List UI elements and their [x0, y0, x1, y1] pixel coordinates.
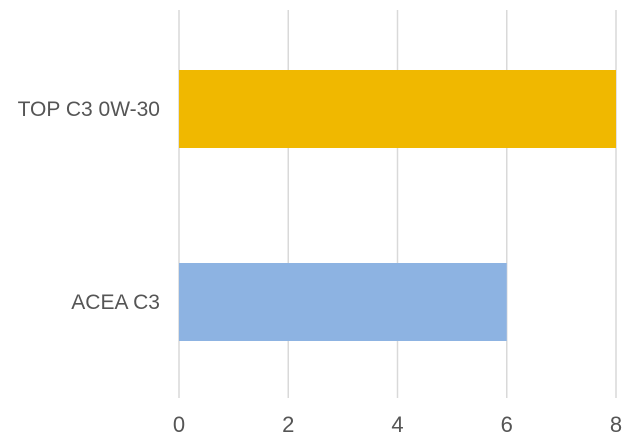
- x-axis-ticks: 0 2 4 6 8: [173, 412, 622, 437]
- bar-top-c3-0w-30: [179, 70, 616, 148]
- bar-acea-c3: [179, 263, 507, 341]
- x-tick-label: 4: [391, 412, 403, 435]
- x-tick-label: 2: [282, 412, 294, 435]
- category-label: ACEA C3: [71, 291, 160, 314]
- bars: [179, 70, 616, 341]
- category-labels: TOP C3 0W-30 ACEA C3: [18, 98, 160, 314]
- x-tick-label: 8: [610, 412, 622, 435]
- x-tick-label: 6: [501, 412, 513, 435]
- category-label: TOP C3 0W-30: [18, 98, 160, 121]
- x-tick-label: 0: [173, 412, 185, 435]
